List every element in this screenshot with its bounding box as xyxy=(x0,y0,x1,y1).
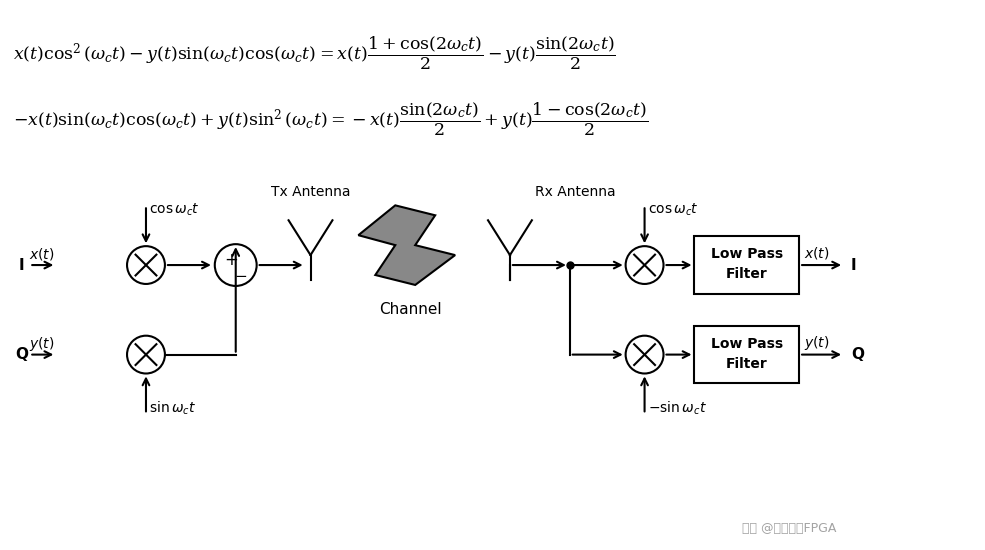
Text: Channel: Channel xyxy=(379,302,441,317)
Text: Q: Q xyxy=(851,347,864,362)
Text: $y(t)$: $y(t)$ xyxy=(30,334,55,353)
Text: $\sin\omega_c t$: $\sin\omega_c t$ xyxy=(149,400,196,417)
Text: I: I xyxy=(851,257,857,273)
Circle shape xyxy=(625,336,664,373)
Circle shape xyxy=(625,246,664,284)
Text: Tx Antenna: Tx Antenna xyxy=(271,185,351,200)
Text: $x(t)$: $x(t)$ xyxy=(804,245,829,261)
Text: Low Pass: Low Pass xyxy=(711,247,783,261)
Bar xyxy=(694,326,799,383)
Text: $y(t)$: $y(t)$ xyxy=(804,334,829,351)
Text: $x(t)$: $x(t)$ xyxy=(30,246,55,262)
Text: $\cos\omega_c t$: $\cos\omega_c t$ xyxy=(149,201,200,218)
Text: Filter: Filter xyxy=(726,356,767,371)
Text: $-x(t)\sin(\omega_c t)\cos(\omega_c t) + y(t)\sin^2(\omega_c t) = -x(t)\dfrac{\s: $-x(t)\sin(\omega_c t)\cos(\omega_c t) +… xyxy=(14,100,648,138)
Text: Rx Antenna: Rx Antenna xyxy=(535,185,616,200)
Text: $-$: $-$ xyxy=(234,267,247,282)
Text: $x(t)\cos^2(\omega_c t) - y(t)\sin(\omega_c t)\cos(\omega_c t) = x(t)\dfrac{1+\c: $x(t)\cos^2(\omega_c t) - y(t)\sin(\omeg… xyxy=(14,35,617,72)
Text: Q: Q xyxy=(15,347,28,362)
Polygon shape xyxy=(359,205,455,285)
Text: 知乎 @小灰灰的FPGA: 知乎 @小灰灰的FPGA xyxy=(742,522,836,535)
Text: Low Pass: Low Pass xyxy=(711,337,783,351)
Text: Filter: Filter xyxy=(726,267,767,281)
Bar xyxy=(694,236,799,294)
Text: $\cos\omega_c t$: $\cos\omega_c t$ xyxy=(647,201,698,218)
Circle shape xyxy=(215,244,257,286)
Circle shape xyxy=(127,246,164,284)
Text: $-\sin\omega_c t$: $-\sin\omega_c t$ xyxy=(647,400,706,417)
Circle shape xyxy=(127,336,164,373)
Text: +: + xyxy=(224,251,237,269)
Text: I: I xyxy=(19,257,25,273)
